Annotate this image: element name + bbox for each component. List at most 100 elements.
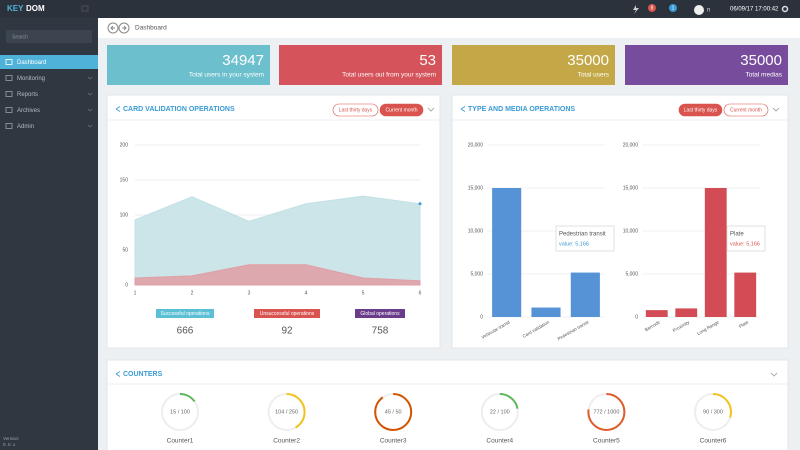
menu-icon [5, 75, 13, 81]
gauge-label: 104 / 250 [275, 409, 298, 415]
gauge-arc [480, 393, 519, 431]
chevron[interactable] [772, 107, 780, 112]
menu-item[interactable] [0, 119, 98, 133]
filter-label: Last thirty days [339, 107, 373, 113]
flash-icon[interactable] [633, 5, 639, 14]
tooltip-title: Pedestrian transit [559, 232, 606, 238]
share-icon [460, 106, 466, 112]
stat-card [452, 45, 615, 85]
avatar[interactable] [694, 5, 704, 15]
gauge-arc [267, 393, 306, 431]
filter-button[interactable] [723, 103, 769, 117]
chevron [87, 92, 93, 96]
logo: KEY [7, 4, 24, 13]
menu-label: Monitoring [17, 76, 45, 82]
x-tick-label: 3 [248, 290, 251, 296]
area [134, 264, 421, 286]
tooltip [726, 225, 766, 252]
menu-item[interactable] [0, 103, 98, 117]
y-tick-label: 20,000 [468, 142, 484, 148]
breadcrumb: Dashboard [135, 25, 167, 32]
badge[interactable] [669, 4, 677, 12]
gauge-label: 45 / 50 [385, 409, 402, 415]
counter-name: Counter5 [593, 438, 620, 445]
chevron[interactable] [770, 372, 778, 377]
total-value: 92 [281, 326, 293, 337]
x-tick-label: 5 [362, 290, 365, 296]
stat-value: 35000 [740, 52, 782, 69]
menu-label: Dashboard [17, 60, 46, 66]
share-icon [115, 371, 121, 377]
bar [675, 308, 698, 317]
stat-label: Total users out from your system [342, 72, 436, 79]
version-label: Version: [3, 436, 19, 441]
y-tick-label: 100 [120, 212, 129, 218]
menu-icon [5, 123, 13, 129]
menu-item[interactable] [0, 55, 98, 69]
menu-icon [5, 59, 13, 65]
forward-arrow [122, 25, 127, 31]
stat-label: Total medias [746, 72, 783, 79]
y-tick-label: 150 [120, 177, 129, 183]
search-placeholder: Search [12, 34, 28, 40]
chevron [87, 108, 93, 112]
y-tick-label: 15,000 [468, 185, 484, 191]
menu-label: Reports [17, 92, 38, 98]
chevron[interactable] [427, 107, 435, 112]
user-name: n [707, 8, 710, 14]
total-badge [254, 309, 320, 318]
bar [734, 272, 757, 317]
top-bar [0, 0, 800, 18]
stat-card [107, 45, 270, 85]
counter-name: Counter1 [167, 438, 194, 445]
datetime: 06/09/17 17:00:42 [730, 7, 779, 13]
bar [645, 310, 668, 317]
filter-button[interactable] [379, 103, 424, 117]
x-tick-label: Plate [738, 319, 750, 329]
total-label: Unsuccessful operations [260, 311, 315, 317]
settings-icon[interactable] [781, 5, 789, 13]
panel [106, 359, 789, 450]
menu-toggle[interactable] [81, 5, 89, 12]
search-box[interactable] [6, 30, 92, 43]
menu-item[interactable] [0, 87, 98, 101]
tooltip [555, 225, 615, 252]
total-badge [355, 309, 405, 318]
gauge-arc [587, 393, 626, 431]
x-tick-label: 6 [419, 290, 422, 296]
y-tick-label: 10,000 [468, 228, 484, 234]
chevron [87, 124, 93, 128]
menu-icon [5, 107, 13, 113]
filter-button[interactable] [332, 103, 379, 117]
tooltip-value: value: 5,166 [559, 241, 589, 247]
forward-button[interactable] [118, 22, 130, 34]
y-tick-label: 5,000 [470, 271, 483, 277]
stat-value: 34947 [222, 52, 264, 69]
gauge-label: 90 / 300 [703, 409, 723, 415]
stat-card [279, 45, 442, 85]
total-value: 758 [372, 326, 389, 337]
y-tick-label: 20,000 [623, 142, 639, 148]
back-button[interactable] [107, 22, 119, 34]
gauge-label: 15 / 100 [170, 409, 190, 415]
badge-count: 8 [651, 5, 654, 11]
counter-name: Counter6 [700, 438, 727, 445]
badge[interactable] [648, 4, 656, 12]
counter-name: Counter4 [486, 438, 513, 445]
panel-title: TYPE AND MEDIA OPERATIONS [468, 106, 575, 113]
share-icon [115, 106, 121, 112]
y-tick-label: 10,000 [623, 228, 639, 234]
stat-card [625, 45, 788, 85]
bar [570, 272, 600, 317]
menu-item[interactable] [0, 71, 98, 85]
y-tick-label: 0 [125, 282, 128, 288]
breadcrumb-bar [98, 18, 800, 38]
version: 0. 0. x [3, 442, 16, 447]
menu-label: Admin [17, 124, 34, 130]
total-label: Global operations [360, 311, 400, 317]
filter-button[interactable] [678, 103, 723, 117]
counter-name: Counter2 [273, 438, 300, 445]
filter-label: Last thirty days [684, 107, 718, 113]
tooltip-value: value: 5,166 [730, 241, 760, 247]
